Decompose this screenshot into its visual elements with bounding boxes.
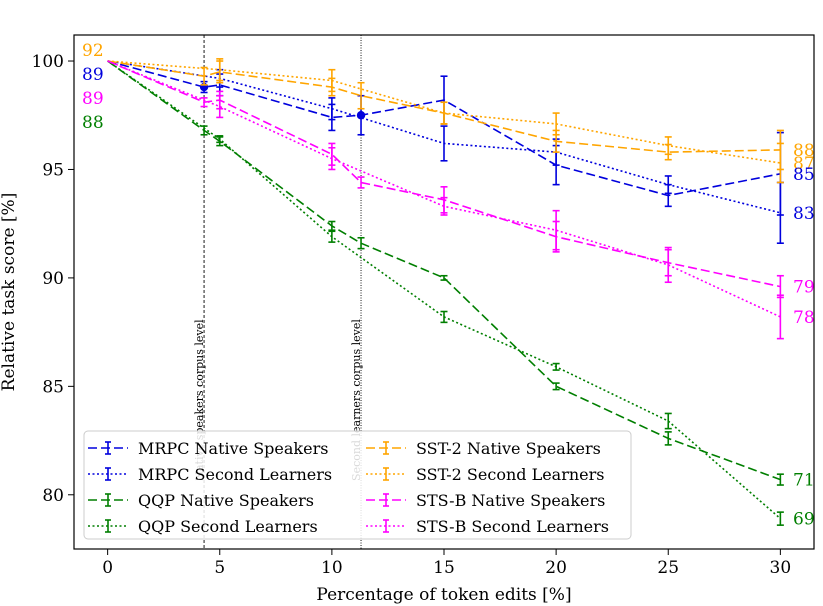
legend-label: QQP Native Speakers	[138, 491, 314, 510]
start-score-label: 89	[82, 89, 104, 109]
legend-item: MRPC Second Learners	[88, 465, 332, 484]
x-tick-label: 30	[770, 558, 792, 578]
start-score-label: 88	[82, 113, 104, 133]
y-tick-label: 95	[42, 160, 64, 180]
end-score-label: 83	[793, 204, 815, 224]
series-qqp-second-learners	[107, 60, 784, 526]
y-tick-label: 90	[42, 269, 64, 289]
legend-label: SST-2 Second Learners	[416, 465, 605, 484]
legend-item: SST-2 Native Speakers	[366, 439, 601, 458]
series-sts-b-second-learners	[107, 60, 784, 340]
y-tick-label: 85	[42, 377, 64, 397]
legend-item: QQP Native Speakers	[88, 491, 314, 510]
end-score-label: 69	[793, 510, 815, 530]
start-score-label: 89	[82, 65, 104, 85]
legend-item: QQP Second Learners	[88, 517, 318, 536]
x-tick-label: 0	[102, 558, 113, 578]
end-score-label: 79	[793, 278, 815, 298]
x-tick-label: 10	[321, 558, 343, 578]
x-tick-label: 5	[214, 558, 225, 578]
legend-label: STS-B Native Speakers	[416, 491, 605, 510]
series-mrpc-second-learners	[107, 60, 784, 245]
legend-label: MRPC Second Learners	[138, 465, 332, 484]
x-tick-label: 20	[545, 558, 567, 578]
legend-item: STS-B Native Speakers	[366, 491, 605, 510]
end-score-label: 78	[793, 308, 815, 328]
end-score-label: 71	[793, 471, 815, 491]
y-tick-label: 80	[42, 486, 64, 506]
legend-label: SST-2 Native Speakers	[416, 439, 601, 458]
end-score-label: 88	[793, 141, 815, 161]
series-sst-2-second-learners	[107, 58, 784, 184]
legend-item: MRPC Native Speakers	[88, 439, 328, 458]
legend-label: MRPC Native Speakers	[138, 439, 328, 458]
legend: MRPC Native Speakers MRPC Second Learners…	[83, 430, 632, 540]
legend-label: STS-B Second Learners	[416, 517, 609, 536]
x-axis-label: Percentage of token edits [%]	[316, 585, 571, 605]
legend-box	[83, 430, 632, 540]
start-score-label: 92	[82, 41, 104, 61]
x-tick-label: 25	[657, 558, 679, 578]
y-tick-label: 100	[32, 52, 64, 72]
legend-label: QQP Second Learners	[138, 517, 318, 536]
legend-item: STS-B Second Learners	[366, 517, 609, 536]
end-score-label: 85	[793, 165, 815, 185]
series-sst-2-native-speakers	[107, 60, 784, 171]
x-tick-label: 15	[433, 558, 455, 578]
corpus-level-marker	[356, 111, 366, 120]
series-sts-b-native-speakers	[107, 60, 784, 299]
y-axis-label: Relative task score [%]	[0, 193, 19, 392]
series-mrpc-native-speakers	[107, 60, 784, 216]
end-score-label: 87	[793, 154, 815, 174]
legend-item: SST-2 Second Learners	[366, 465, 605, 484]
